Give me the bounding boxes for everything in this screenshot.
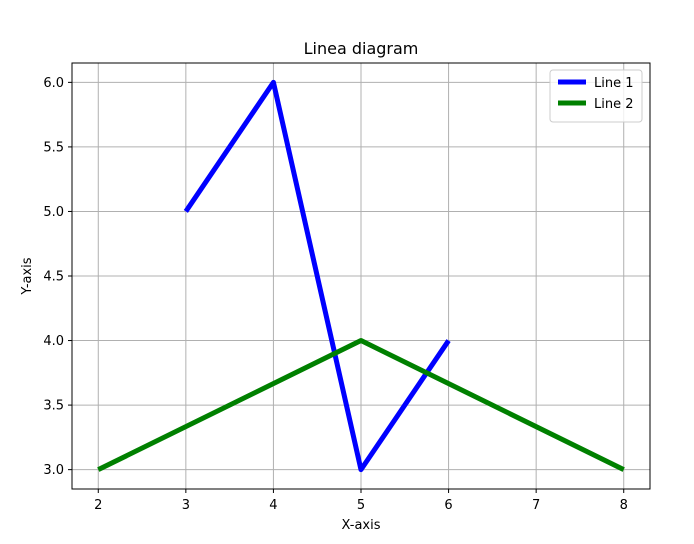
- legend: Line 1 Line 2: [549, 69, 643, 123]
- x-tick-label: 8: [620, 498, 628, 513]
- x-tick-label: 7: [532, 498, 540, 513]
- x-tick-label: 6: [444, 498, 452, 513]
- series-line-2: [97, 338, 625, 472]
- series-layer: [97, 79, 625, 473]
- y-tick-label: 6.0: [43, 76, 64, 91]
- legend-label: Line 2: [594, 97, 634, 112]
- x-tick-label: 2: [94, 498, 102, 513]
- y-tick-label: 3.5: [43, 399, 64, 414]
- x-tick-label: 5: [357, 498, 365, 513]
- y-tick-label: 5.5: [43, 140, 64, 155]
- y-tick-label: 4.0: [43, 334, 64, 349]
- y-tick-label: 4.5: [43, 270, 64, 285]
- series-line-1: [183, 79, 451, 473]
- x-axis-title: X-axis: [342, 518, 381, 533]
- y-tick-label: 3.0: [43, 463, 64, 478]
- grid: [72, 63, 650, 489]
- ticks: 2 3 4 5 6 7 8 3.0 3.5 4.0 4.5 5.0 5.5 6.0: [43, 76, 628, 513]
- x-tick-label: 3: [182, 498, 190, 513]
- chart-title: Linea diagram: [304, 39, 419, 58]
- legend-label: Line 1: [594, 76, 634, 91]
- y-tick-label: 5.0: [43, 205, 64, 220]
- x-tick-label: 4: [269, 498, 277, 513]
- y-axis-title: Y-axis: [20, 257, 35, 295]
